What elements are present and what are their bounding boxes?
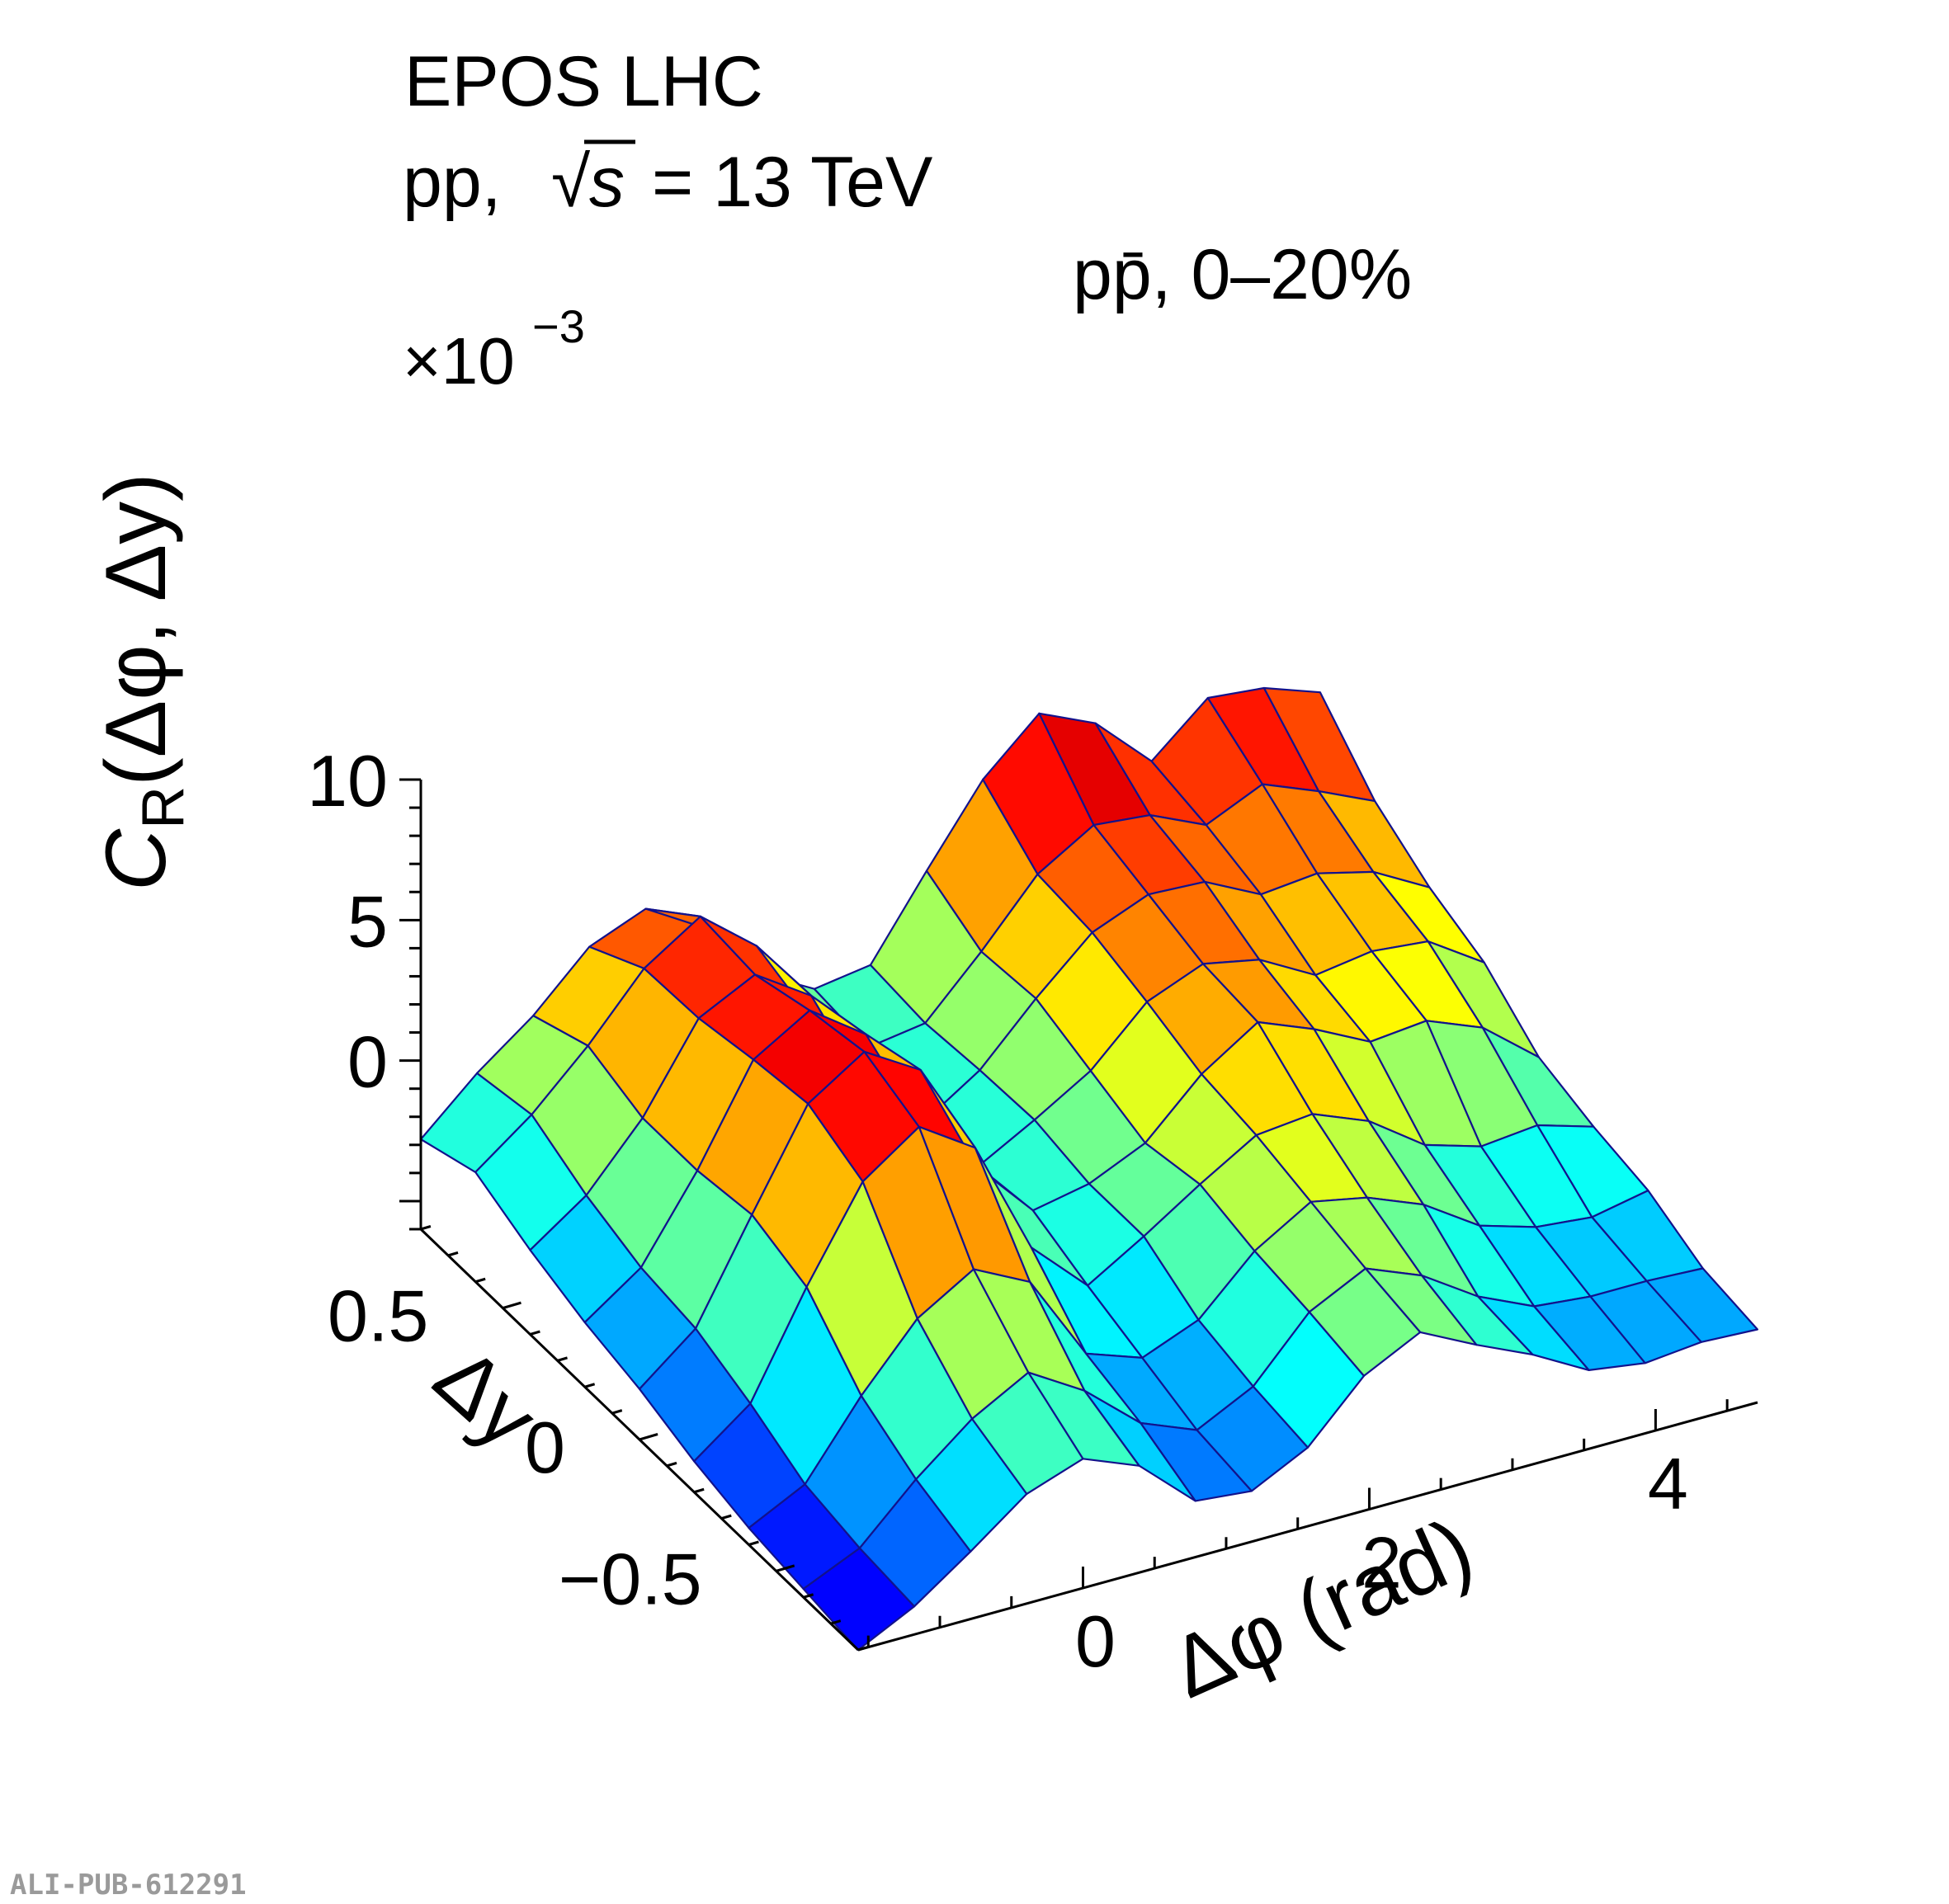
z-multiplier-exponent: −3 xyxy=(532,300,585,352)
z-axis-title: CR(Δφ, Δy) xyxy=(88,473,196,891)
x-axis-line xyxy=(857,1401,1758,1652)
y-tick xyxy=(776,1564,795,1572)
y-tick xyxy=(830,1619,842,1625)
y-tick-label: −0.5 xyxy=(559,1538,702,1619)
y-tick xyxy=(557,1356,568,1362)
z-tick-label: 10 xyxy=(307,740,388,822)
y-tick xyxy=(611,1409,623,1415)
x-axis-title: Δφ (rad) xyxy=(1157,1500,1486,1717)
x-tick-label: 0 xyxy=(1075,1600,1116,1682)
y-tick xyxy=(748,1540,759,1546)
correlation-surface xyxy=(419,686,1758,1652)
y-tick xyxy=(693,1487,705,1494)
y-tick xyxy=(584,1383,596,1388)
z-multiplier-base: ×10 xyxy=(403,324,515,398)
sqrt-sign: √ xyxy=(551,143,591,222)
generator-label: EPOS LHC xyxy=(404,42,763,121)
system-prefix: pp, xyxy=(403,143,502,222)
y-tick xyxy=(474,1277,486,1284)
z-title-rest: (Δφ, Δy) xyxy=(88,473,184,786)
svg-text:CR(Δφ, Δy): CR(Δφ, Δy) xyxy=(88,473,196,891)
y-tick xyxy=(420,1225,432,1231)
y-tick xyxy=(447,1251,459,1257)
y-tick xyxy=(530,1330,540,1336)
energy-label: = 13 TeV xyxy=(652,143,932,222)
y-tick xyxy=(639,1433,658,1441)
z-title-sub: R xyxy=(130,786,196,829)
y-tick xyxy=(720,1514,732,1520)
system-label: pp, √ s = 13 TeV xyxy=(403,139,932,222)
watermark: ALI-PUB-612291 xyxy=(10,1869,247,1902)
y-tick xyxy=(857,1646,869,1652)
tick-labels: 0 2 4 0.5 0 −0.5 0 5 10 xyxy=(307,740,1688,1682)
y-tick-label: 0 xyxy=(525,1407,565,1488)
z-tick-label: 5 xyxy=(347,880,388,962)
sqrt-s-variable: s xyxy=(589,143,625,222)
y-tick xyxy=(803,1593,814,1599)
z-tick-label: 0 xyxy=(347,1021,388,1103)
x-tick-label: 4 xyxy=(1648,1443,1688,1525)
x-tick-label: 2 xyxy=(1361,1522,1402,1604)
surface-cell-7-15 xyxy=(1645,1267,1758,1343)
y-tick-label: 0.5 xyxy=(328,1275,428,1357)
y-tick xyxy=(502,1301,521,1310)
axes xyxy=(399,778,1758,1652)
svg-text:Δφ (rad): Δφ (rad) xyxy=(1157,1500,1486,1717)
z-title-main: C xyxy=(88,828,184,891)
y-tick xyxy=(666,1461,677,1468)
pair-centrality-label: pp̄, 0–20% xyxy=(1073,235,1412,314)
